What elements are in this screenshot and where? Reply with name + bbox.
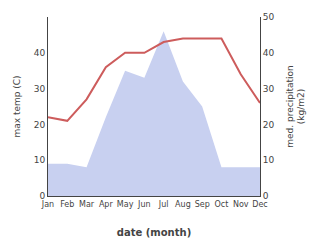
svg-text:med. precipitation(kg/m2): med. precipitation(kg/m2) (285, 65, 307, 147)
svg-text:Jul: Jul (158, 200, 169, 209)
svg-text:Oct: Oct (215, 200, 229, 209)
svg-text:40: 40 (263, 48, 275, 58)
svg-text:Sep: Sep (195, 200, 210, 209)
svg-text:20: 20 (34, 120, 46, 130)
svg-text:0: 0 (263, 191, 269, 201)
svg-text:Nov: Nov (233, 200, 249, 209)
svg-text:Jan: Jan (41, 200, 54, 209)
svg-text:Apr: Apr (99, 200, 114, 209)
svg-text:Feb: Feb (60, 200, 74, 209)
svg-text:40: 40 (34, 48, 46, 58)
svg-text:50: 50 (263, 12, 275, 22)
svg-text:Aug: Aug (175, 200, 191, 209)
svg-text:Dec: Dec (252, 200, 267, 209)
svg-text:30: 30 (34, 84, 46, 94)
svg-text:0: 0 (39, 191, 45, 201)
svg-text:May: May (117, 200, 134, 209)
svg-text:date (month): date (month) (117, 227, 191, 238)
svg-text:Jun: Jun (137, 200, 151, 209)
svg-text:30: 30 (263, 84, 275, 94)
svg-text:20: 20 (263, 120, 275, 130)
svg-text:max temp (C): max temp (C) (12, 75, 22, 137)
svg-text:10: 10 (263, 155, 275, 165)
svg-text:10: 10 (34, 155, 46, 165)
svg-text:Mar: Mar (79, 200, 95, 209)
